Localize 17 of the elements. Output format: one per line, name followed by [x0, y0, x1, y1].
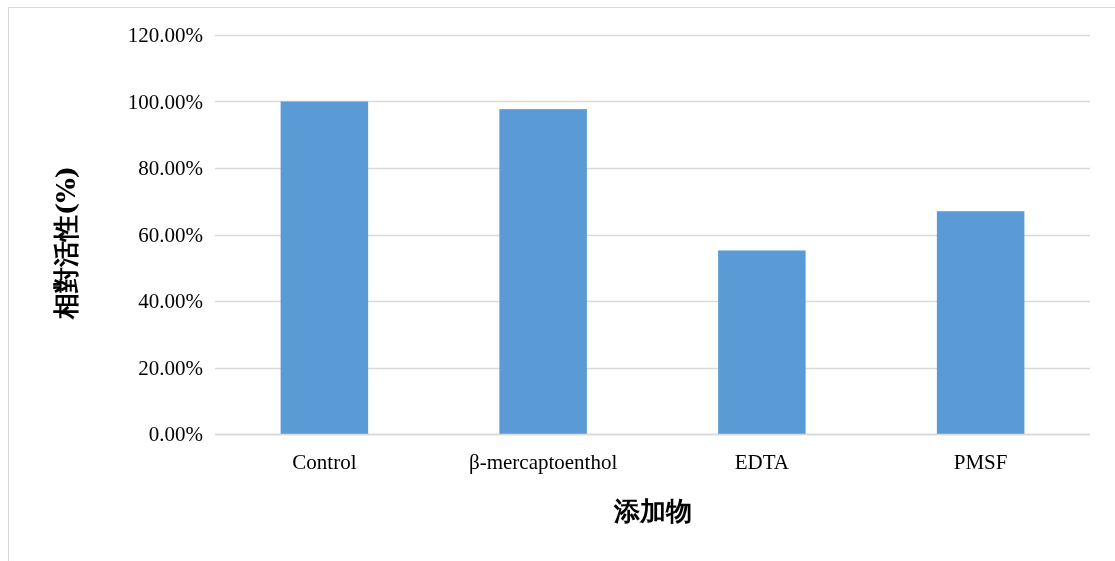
- bar: [499, 109, 587, 434]
- y-axis-title: 相對活性(%): [51, 165, 81, 321]
- bar: [718, 250, 806, 434]
- y-tick-label: 40.00%: [138, 289, 203, 314]
- x-tick-label: β-mercaptoenthol: [468, 449, 618, 474]
- y-tick-label: 120.00%: [127, 23, 203, 48]
- y-tick-label: 20.00%: [138, 355, 203, 380]
- y-tick-label: 100.00%: [127, 89, 203, 114]
- bar: [280, 101, 369, 434]
- y-tick-label: 60.00%: [138, 222, 203, 247]
- x-axis-title: 添加物: [612, 496, 692, 526]
- y-tick-label: 80.00%: [138, 156, 203, 181]
- x-tick-label: PMSF: [953, 449, 1008, 474]
- y-tick-label: 0.00%: [148, 422, 203, 447]
- x-tick-label: Control: [292, 449, 357, 474]
- bar: [936, 211, 1025, 434]
- x-tick-label: EDTA: [734, 449, 790, 474]
